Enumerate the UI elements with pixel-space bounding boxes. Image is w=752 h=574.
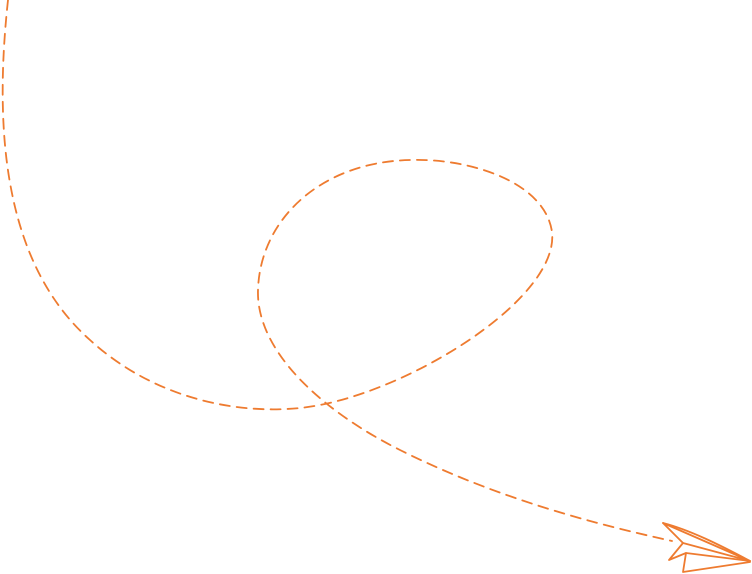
- dashed-loop-path: [1, 0, 673, 542]
- paper-plane-icon: [662, 522, 751, 573]
